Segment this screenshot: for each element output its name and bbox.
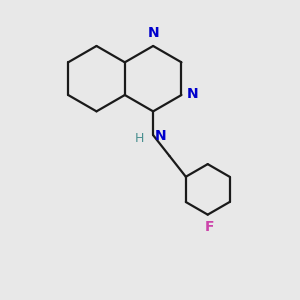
Text: N: N — [187, 86, 198, 100]
Text: F: F — [204, 220, 214, 234]
Text: H: H — [135, 132, 144, 145]
Text: N: N — [147, 26, 159, 40]
Text: N: N — [154, 129, 166, 143]
